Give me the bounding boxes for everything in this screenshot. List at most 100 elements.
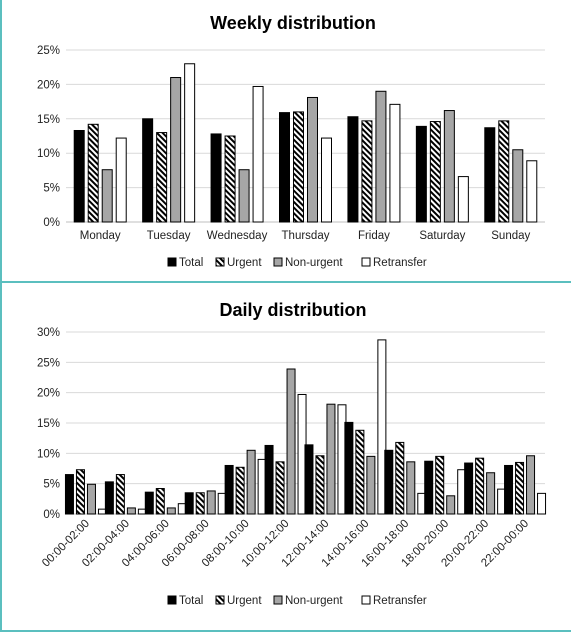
weekly-bars bbox=[73, 63, 538, 223]
daily-bar-urgent bbox=[515, 461, 525, 515]
daily-bar-total bbox=[344, 421, 354, 515]
daily-bar-urgent bbox=[155, 488, 165, 515]
daily-bar-total bbox=[224, 464, 234, 515]
weekly-y-tick-label: 10% bbox=[37, 148, 60, 160]
weekly-bar-urgent bbox=[87, 123, 99, 223]
weekly-legend: Total Urgent Non-urgent Retransfer bbox=[167, 257, 427, 269]
daily-bar-total bbox=[144, 491, 154, 515]
weekly-legend-label: Retransfer bbox=[373, 257, 427, 269]
weekly-x-tick-label: Wednesday bbox=[207, 230, 268, 242]
weekly-legend-label: Urgent bbox=[227, 257, 262, 269]
daily-x-axis: 00:00-02:0002:00-04:0004:00-06:0006:00-0… bbox=[40, 518, 531, 570]
daily-bar-retransfer bbox=[377, 339, 387, 515]
weekly-y-tick-label: 20% bbox=[37, 79, 60, 91]
daily-bar-retransfer bbox=[537, 492, 547, 515]
weekly-bar-retransfer bbox=[115, 137, 127, 223]
daily-bar-urgent bbox=[355, 429, 365, 515]
weekly-bar-non-urgent bbox=[101, 169, 113, 223]
weekly-x-tick-label: Monday bbox=[80, 230, 121, 242]
weekly-legend-label: Total bbox=[179, 257, 203, 269]
daily-bar-urgent bbox=[315, 455, 325, 515]
weekly-legend-swatch bbox=[361, 257, 371, 267]
daily-bar-non-urgent bbox=[406, 461, 416, 515]
daily-bar-total bbox=[504, 464, 514, 515]
weekly-gridlines bbox=[66, 49, 545, 223]
daily-legend-label: Total bbox=[179, 595, 203, 607]
weekly-bar-non-urgent bbox=[307, 96, 318, 223]
daily-bar-non-urgent bbox=[526, 455, 536, 515]
daily-y-tick-label: 0% bbox=[43, 509, 60, 521]
weekly-y-tick-label: 0% bbox=[43, 217, 60, 229]
weekly-bar-urgent bbox=[429, 121, 441, 223]
daily-bar-total bbox=[184, 492, 194, 515]
daily-legend-label: Retransfer bbox=[373, 595, 427, 607]
weekly-bar-retransfer bbox=[526, 160, 538, 223]
daily-bar-total bbox=[384, 449, 394, 515]
daily-bar-urgent bbox=[275, 461, 285, 515]
weekly-bar-total bbox=[142, 118, 154, 223]
daily-bar-non-urgent bbox=[246, 449, 256, 515]
daily-chart-title: Daily distribution bbox=[219, 300, 366, 320]
daily-bar-urgent bbox=[75, 469, 85, 515]
daily-bar-non-urgent bbox=[486, 472, 496, 515]
weekly-bar-non-urgent bbox=[512, 149, 524, 223]
daily-bar-total bbox=[304, 444, 314, 515]
weekly-x-tick-label: Thursday bbox=[282, 230, 330, 242]
daily-bar-total bbox=[264, 444, 274, 515]
daily-bar-urgent bbox=[235, 466, 245, 515]
weekly-bar-total bbox=[415, 125, 427, 223]
weekly-bar-urgent bbox=[293, 111, 304, 223]
daily-bar-non-urgent bbox=[126, 507, 136, 515]
weekly-bar-non-urgent bbox=[238, 169, 250, 223]
daily-legend-label: Urgent bbox=[227, 595, 262, 607]
daily-legend: Total Urgent Non-urgent Retransfer bbox=[167, 595, 427, 607]
daily-bar-total bbox=[64, 474, 74, 515]
daily-y-tick-label: 20% bbox=[37, 388, 60, 400]
daily-legend-swatch bbox=[361, 595, 371, 605]
daily-y-tick-label: 15% bbox=[37, 418, 60, 430]
weekly-bar-total bbox=[347, 116, 359, 223]
weekly-y-axis: 0% 5% 10% 15% 20% 25% bbox=[37, 45, 60, 229]
daily-y-tick-label: 25% bbox=[37, 357, 60, 369]
chart-divider bbox=[2, 281, 571, 283]
weekly-bar-urgent bbox=[361, 120, 373, 223]
daily-bar-non-urgent bbox=[286, 368, 296, 515]
weekly-bar-total bbox=[210, 133, 222, 223]
weekly-y-tick-label: 15% bbox=[37, 114, 60, 126]
weekly-x-tick-label: Friday bbox=[358, 230, 390, 242]
weekly-bar-retransfer bbox=[321, 137, 332, 223]
daily-legend-swatch bbox=[215, 595, 225, 605]
daily-legend-swatch bbox=[273, 595, 283, 605]
weekly-legend-swatch bbox=[273, 257, 283, 267]
weekly-bar-non-urgent bbox=[443, 110, 455, 223]
weekly-legend-swatch bbox=[215, 257, 225, 267]
daily-bars bbox=[64, 339, 547, 515]
weekly-bar-non-urgent bbox=[375, 90, 387, 223]
daily-y-tick-label: 10% bbox=[37, 448, 60, 460]
weekly-legend-swatch bbox=[167, 257, 177, 267]
weekly-bar-total bbox=[73, 129, 85, 223]
weekly-y-tick-label: 5% bbox=[43, 183, 60, 195]
weekly-bar-retransfer bbox=[184, 63, 196, 223]
daily-legend-label: Non-urgent bbox=[285, 595, 343, 607]
daily-bar-non-urgent bbox=[326, 403, 336, 515]
weekly-chart-title: Weekly distribution bbox=[210, 13, 376, 33]
daily-y-tick-label: 30% bbox=[37, 327, 60, 339]
weekly-x-axis: Monday Tuesday Wednesday Thursday Friday Satu… bbox=[80, 230, 531, 242]
weekly-bar-retransfer bbox=[252, 85, 264, 223]
daily-chart: Daily distribution 0% 5% 10% 15% 20% 25% 30% 0… bbox=[37, 300, 547, 607]
daily-bar-total bbox=[424, 460, 434, 515]
daily-y-tick-label: 5% bbox=[43, 479, 60, 491]
daily-legend-swatch bbox=[167, 595, 177, 605]
daily-bar-urgent bbox=[115, 474, 125, 515]
weekly-chart: Weekly distribution 0% 5% 10% 15% 20% 25% Mon… bbox=[37, 13, 545, 269]
weekly-bar-non-urgent bbox=[170, 77, 182, 223]
daily-bar-urgent bbox=[195, 492, 205, 515]
weekly-x-tick-label: Tuesday bbox=[147, 230, 191, 242]
weekly-bar-urgent bbox=[498, 120, 510, 223]
daily-bar-total bbox=[464, 462, 474, 515]
daily-bar-urgent bbox=[475, 457, 485, 515]
weekly-bar-retransfer bbox=[389, 103, 401, 223]
